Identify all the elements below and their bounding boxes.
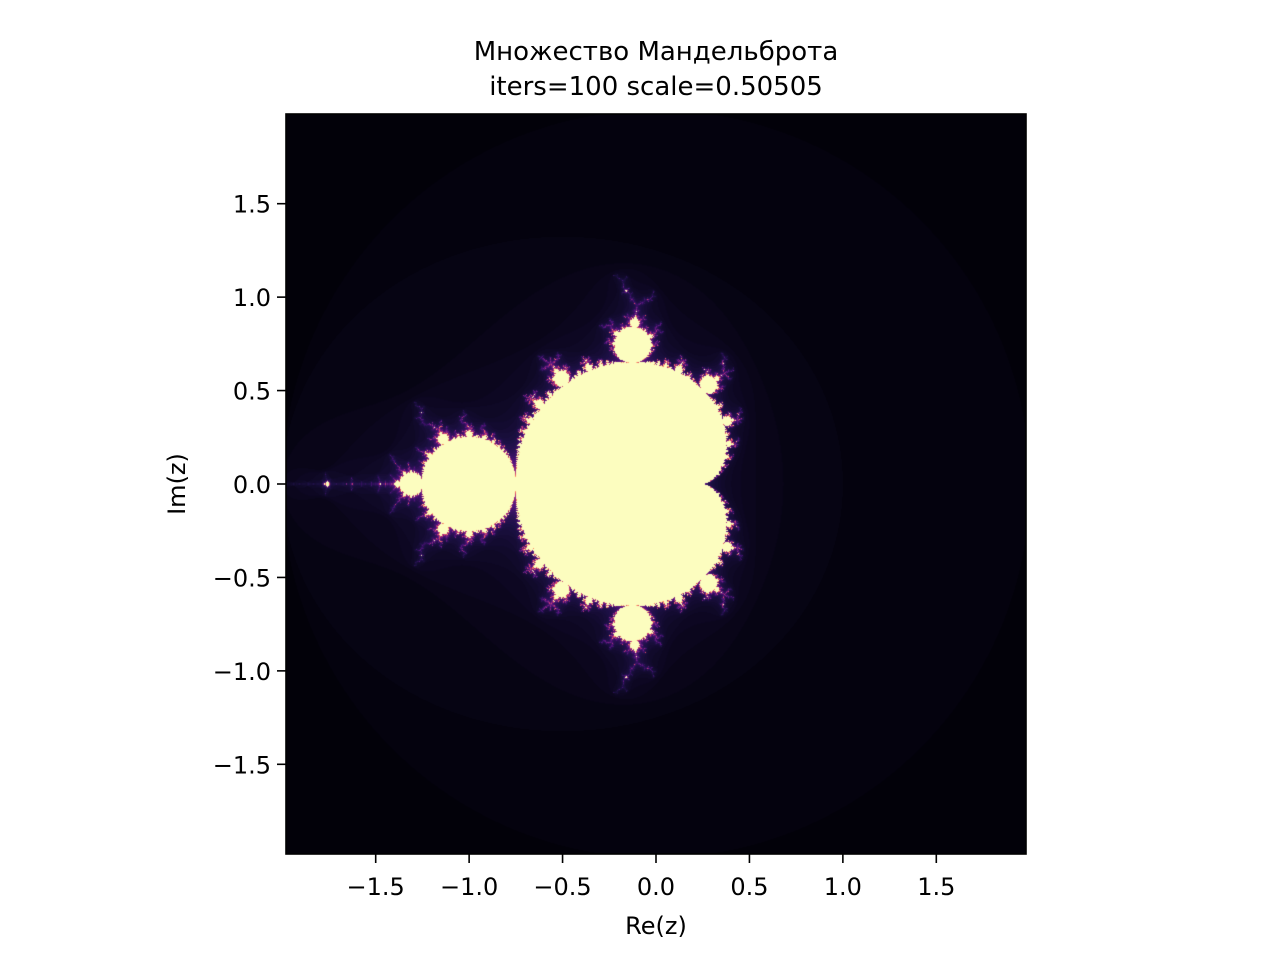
y-tick-label: 0.0 (233, 471, 271, 499)
y-axis-label: Im(z) (163, 453, 191, 515)
y-tick-label: 1.5 (233, 191, 271, 219)
x-tick-label: −0.5 (533, 873, 591, 901)
x-axis-label: Re(z) (625, 912, 687, 940)
y-tick-label: −1.0 (213, 658, 271, 686)
chart-title: Множество Мандельброта (473, 37, 839, 67)
x-tick-label: 0.5 (730, 873, 768, 901)
y-tick-label: −1.5 (213, 751, 271, 779)
y-tick-label: −0.5 (213, 564, 271, 592)
x-tick-label: −1.5 (347, 873, 405, 901)
x-tick-label: 0.0 (637, 873, 675, 901)
chart-subtitle: iters=100 scale=0.50505 (489, 72, 823, 102)
y-tick-label: 0.5 (233, 378, 271, 406)
x-tick-label: 1.0 (824, 873, 862, 901)
x-axis-ticks: −1.5 −1.0 −0.5 0.0 0.5 1.0 1.5 (347, 854, 955, 901)
x-tick-label: −1.0 (440, 873, 498, 901)
y-tick-label: 1.0 (233, 284, 271, 312)
x-tick-label: 1.5 (917, 873, 955, 901)
mandelbrot-heatmap (286, 114, 1026, 854)
y-axis-ticks: 1.5 1.0 0.5 0.0 −0.5 −1.0 −1.5 (213, 191, 286, 779)
